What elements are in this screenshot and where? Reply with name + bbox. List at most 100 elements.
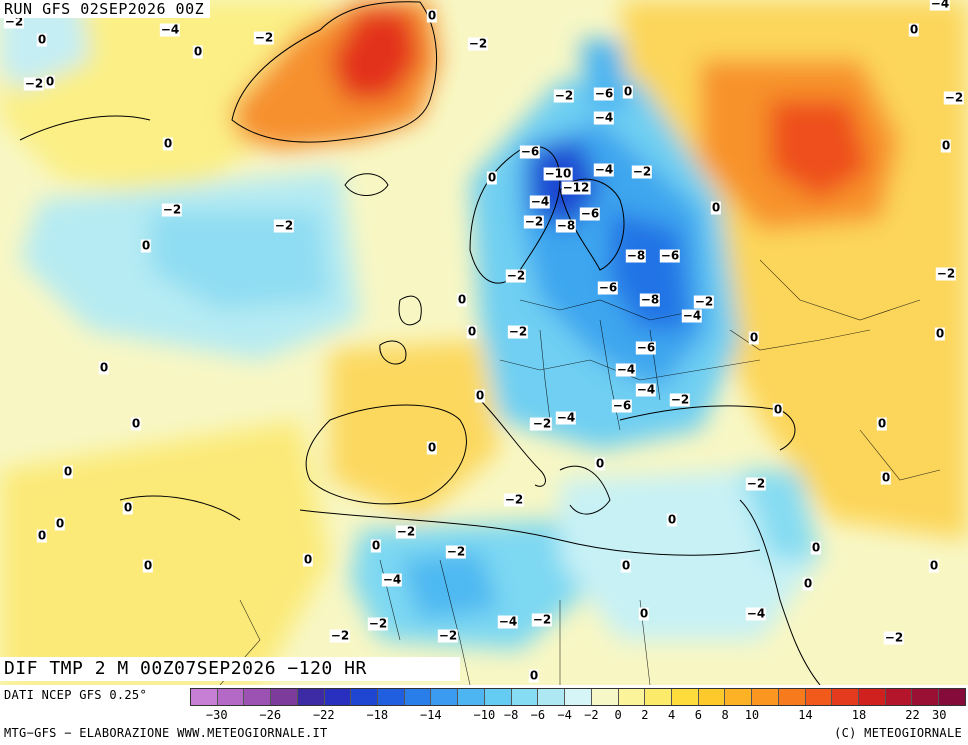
contour-label: 0 bbox=[622, 84, 634, 99]
scale-tick-label: 14 bbox=[798, 708, 813, 722]
contour-label: 0 bbox=[638, 606, 650, 621]
contour-label: 0 bbox=[666, 512, 678, 527]
contour-label: −2 bbox=[935, 266, 957, 281]
contour-label: −6 bbox=[597, 280, 619, 295]
data-source-label: DATI NCEP GFS 0.25° bbox=[4, 688, 147, 702]
scale-swatch bbox=[725, 689, 753, 705]
scale-swatch bbox=[431, 689, 459, 705]
contour-label: 0 bbox=[710, 200, 722, 215]
scale-swatch bbox=[351, 689, 379, 705]
map-value-labels: −2 0 −4 0 −2 0 −2 −4 −2 0 −2 −6 0 −4 0 −… bbox=[3, 0, 965, 683]
contour-label: 0 bbox=[98, 360, 110, 375]
contour-label: −2 bbox=[395, 524, 417, 539]
contour-label: −6 bbox=[611, 398, 633, 413]
contour-label: 0 bbox=[426, 440, 438, 455]
contour-label: 0 bbox=[466, 324, 478, 339]
contour-label: 0 bbox=[192, 44, 204, 59]
contour-label: −8 bbox=[639, 292, 661, 307]
contour-label: −4 bbox=[593, 110, 615, 125]
color-scale bbox=[190, 688, 966, 706]
contour-label: −8 bbox=[625, 248, 647, 263]
contour-label: 0 bbox=[940, 138, 952, 153]
contour-label: 0 bbox=[594, 456, 606, 471]
contour-label: −6 bbox=[579, 206, 601, 221]
scale-swatch bbox=[324, 689, 352, 705]
contour-label: −6 bbox=[519, 144, 541, 159]
scale-tick-label: 8 bbox=[721, 708, 729, 722]
scale-tick-label: 18 bbox=[851, 708, 867, 722]
scale-swatch bbox=[805, 689, 833, 705]
contour-label: −2 bbox=[505, 268, 527, 283]
country-borders bbox=[219, 259, 941, 685]
contour-label: 0 bbox=[528, 668, 540, 683]
scale-tick-label: −26 bbox=[259, 708, 282, 722]
contour-label: −4 bbox=[745, 606, 767, 621]
color-scale-ticks: −30 −26 −22 −18 −14 −10 −8 −6 −4 −2 0 2 4 6 8 10 14 18 22 3… bbox=[190, 708, 966, 724]
contour-label: −2 bbox=[693, 294, 715, 309]
contour-label: −4 bbox=[929, 0, 951, 11]
scale-swatch bbox=[538, 689, 566, 705]
contour-label: −2 bbox=[253, 30, 275, 45]
scale-tick-label: 30 bbox=[932, 708, 947, 722]
scale-tick-label: 2 bbox=[641, 708, 649, 722]
scale-swatch bbox=[378, 689, 405, 705]
scale-tick-label: 22 bbox=[905, 708, 920, 722]
contour-label: −2 bbox=[23, 76, 45, 91]
contour-label: 0 bbox=[880, 470, 892, 485]
contour-label: −4 bbox=[159, 22, 181, 37]
scale-swatch bbox=[645, 689, 672, 705]
map-canvas bbox=[0, 0, 968, 685]
contour-label: −2 bbox=[553, 88, 575, 103]
contour-label: −2 bbox=[503, 492, 525, 507]
contour-label: −2 bbox=[367, 616, 389, 631]
contour-label: −2 bbox=[531, 416, 553, 431]
contour-label: −2 bbox=[531, 612, 553, 627]
contour-label: −4 bbox=[381, 572, 403, 587]
scale-tick-label: −8 bbox=[503, 708, 519, 722]
scale-tick-label: −6 bbox=[530, 708, 546, 722]
contour-label: 0 bbox=[486, 170, 498, 185]
contour-label: 0 bbox=[810, 540, 822, 555]
scale-tick-label: 4 bbox=[668, 708, 676, 722]
scale-swatch bbox=[752, 689, 779, 705]
contour-label: 0 bbox=[934, 326, 946, 341]
contour-label: 0 bbox=[370, 538, 382, 553]
scale-tick-label: −18 bbox=[366, 708, 389, 722]
scale-swatch bbox=[671, 689, 699, 705]
contour-label: −2 bbox=[523, 214, 545, 229]
contour-label: 0 bbox=[456, 292, 468, 307]
scale-tick-label: −10 bbox=[473, 708, 496, 722]
scale-tick-label: 6 bbox=[694, 708, 703, 722]
scale-swatch bbox=[244, 689, 272, 705]
contour-label: 0 bbox=[748, 330, 760, 345]
scale-swatch bbox=[912, 689, 940, 705]
scale-swatch bbox=[618, 689, 646, 705]
scale-tick-label: −14 bbox=[419, 708, 442, 722]
contour-label: 0 bbox=[474, 388, 486, 403]
contour-label: 0 bbox=[140, 238, 152, 253]
scale-tick-label: −4 bbox=[557, 708, 572, 722]
scale-swatch bbox=[297, 689, 325, 705]
contour-label: −4 bbox=[593, 162, 615, 177]
contour-label: −4 bbox=[529, 194, 551, 209]
contour-label: −2 bbox=[3, 14, 25, 29]
scale-swatch bbox=[191, 689, 218, 705]
credit-left: MTG−GFS − ELABORAZIONE WWW.METEOGIORNALE… bbox=[4, 726, 328, 740]
contour-label: 0 bbox=[142, 558, 154, 573]
contour-label: −2 bbox=[669, 392, 691, 407]
scale-swatch bbox=[939, 689, 965, 705]
run-label: RUN GFS 02SEP2026 00Z bbox=[0, 0, 211, 18]
anomaly-field bbox=[0, 0, 968, 685]
contour-label: 0 bbox=[876, 416, 888, 431]
contour-label: −4 bbox=[615, 362, 637, 377]
scale-tick-label: 0 bbox=[614, 708, 622, 722]
contour-label: −2 bbox=[943, 90, 965, 105]
contour-label: −2 bbox=[883, 630, 905, 645]
contour-label: −12 bbox=[561, 180, 591, 195]
scale-tick-label: 10 bbox=[744, 708, 760, 722]
contour-label: −6 bbox=[635, 340, 657, 355]
contour-label: −4 bbox=[497, 614, 519, 629]
contour-label: 0 bbox=[802, 576, 814, 591]
contour-label: −2 bbox=[445, 544, 467, 559]
contour-label: 0 bbox=[772, 402, 784, 417]
